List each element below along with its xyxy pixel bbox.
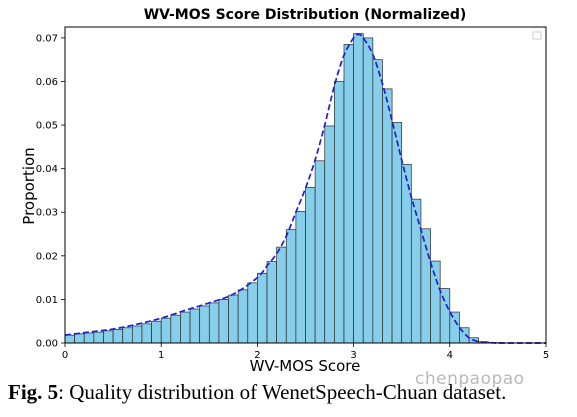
caption-prefix: Fig. 5 [8,380,59,404]
plot-frame [64,26,547,344]
figure-caption: Fig. 5: Quality distribution of WenetSpe… [0,380,577,405]
histogram-bar [151,320,162,344]
histogram-bar [64,334,75,344]
histogram-bar [74,333,85,344]
chart-title: WV-MOS Score Distribution (Normalized) [144,7,467,23]
x-tick-label: 0 [62,350,68,361]
y-tick-label: 0.04 [36,164,58,175]
histogram-bar [180,311,191,344]
histogram-bar [218,299,229,344]
histogram-bar [208,302,220,344]
y-tick-label: 0.00 [36,339,58,350]
histogram-bar [362,37,374,344]
x-tick-label: 2 [254,350,260,361]
watermark: chenpaopao [415,369,525,389]
histogram-bar [170,314,181,344]
histogram-bar [199,305,210,344]
x-axis-ticks: 0 1 2 3 4 5 [62,343,549,361]
histogram-bar [324,125,335,344]
density-curve [64,33,546,344]
y-tick-label: 0.02 [36,251,58,262]
y-tick-label: 0.05 [36,121,58,132]
histogram-bar [228,294,239,344]
histogram-bar [122,327,133,344]
histogram-bar [131,325,143,344]
histogram-bar [276,246,287,344]
histogram-bar [401,163,412,344]
histogram-bar [247,282,258,344]
histogram-bar [305,187,316,344]
histogram-bar [189,308,201,344]
histogram-bar [430,260,441,344]
histogram-bar [160,317,172,344]
histogram-bar [237,289,249,344]
y-axis-label: Proportion [20,147,38,224]
histogram-bar [382,88,393,344]
histogram-bar [257,272,268,344]
histogram-bar [112,329,124,344]
y-tick-label: 0.01 [36,295,58,306]
x-tick-label: 5 [543,350,549,361]
x-tick-label: 4 [447,350,453,361]
histogram-bar [93,331,104,344]
histogram-bar [314,160,326,344]
caption-text: : Quality distribution of WenetSpeech-Ch… [58,380,507,404]
histogram-bar [141,323,152,344]
histogram-bar [439,288,451,344]
histogram-bar [391,122,403,344]
legend-box [532,31,542,40]
histogram-bar [266,261,277,344]
histogram-bar [83,332,95,344]
x-axis-label: WV-MOS Score [250,357,361,375]
histogram-chart: WV-MOS Score Distribution (Normalized) 0… [20,7,549,375]
x-tick-label: 3 [350,350,356,361]
histogram-bar [103,330,114,344]
histogram-bar [285,229,297,344]
histogram-bar [343,44,354,344]
histogram-bar [353,33,364,344]
histogram-bar [334,81,345,344]
y-axis-ticks: 0.00 0.01 0.02 0.03 0.04 0.05 0.06 0.07 [36,33,65,350]
histogram-bar [449,311,460,344]
y-tick-label: 0.03 [36,208,58,219]
y-tick-label: 0.07 [36,33,58,44]
histogram-bar [295,211,306,344]
y-tick-label: 0.06 [36,77,58,88]
histogram-bar [372,59,383,344]
histogram-bar [410,198,422,344]
bars-group [64,33,499,344]
x-tick-label: 1 [158,350,164,361]
